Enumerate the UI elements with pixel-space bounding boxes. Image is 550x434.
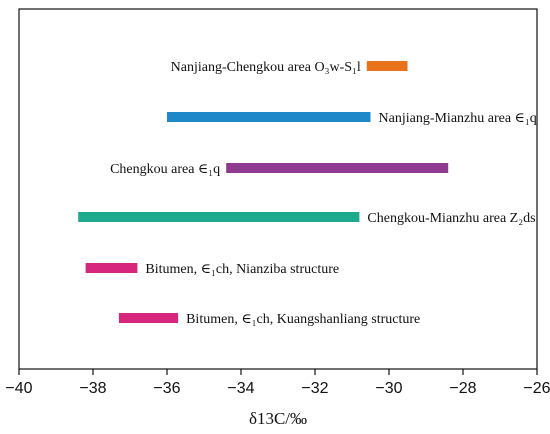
range-bar (366, 61, 408, 71)
x-tick-label: −28 (449, 380, 476, 397)
x-axis-label: δ13C/‰ (249, 409, 307, 428)
range-bar (118, 313, 179, 323)
x-tick-label: −30 (375, 380, 402, 397)
x-tick-label: −36 (153, 380, 180, 397)
bar-label: Chengkou area ∈₁q (110, 162, 220, 177)
range-bar (167, 112, 371, 122)
x-axis: −40 −38 −36 −34 −32 −30 −28 −26 (5, 369, 550, 397)
x-tick-label: −26 (523, 380, 550, 397)
x-tick-label: −38 (79, 380, 106, 397)
bar-label: Bitumen, ∈₁ch, Nianziba structure (145, 262, 339, 277)
range-bar (226, 163, 449, 173)
bar-label: Chengkou-Mianzhu area Z₂ds (367, 211, 535, 226)
range-bar (85, 263, 138, 273)
bar-label: Nanjiang-Mianzhu area ∈₁q (379, 111, 537, 126)
bar-label: Bitumen, ∈₁ch, Kuangshanliang structure (186, 312, 420, 327)
x-tick-label: −32 (301, 380, 328, 397)
plot-frame (18, 8, 538, 370)
x-tick-label: −40 (5, 380, 32, 397)
range-bar (78, 212, 360, 222)
x-tick-label: −34 (227, 380, 254, 397)
bar-label: Nanjiang-Chengkou area O₃w-S₁l (171, 60, 361, 75)
bars-group: Nanjiang-Chengkou area O₃w-S₁l Nanjiang-M… (78, 60, 537, 327)
